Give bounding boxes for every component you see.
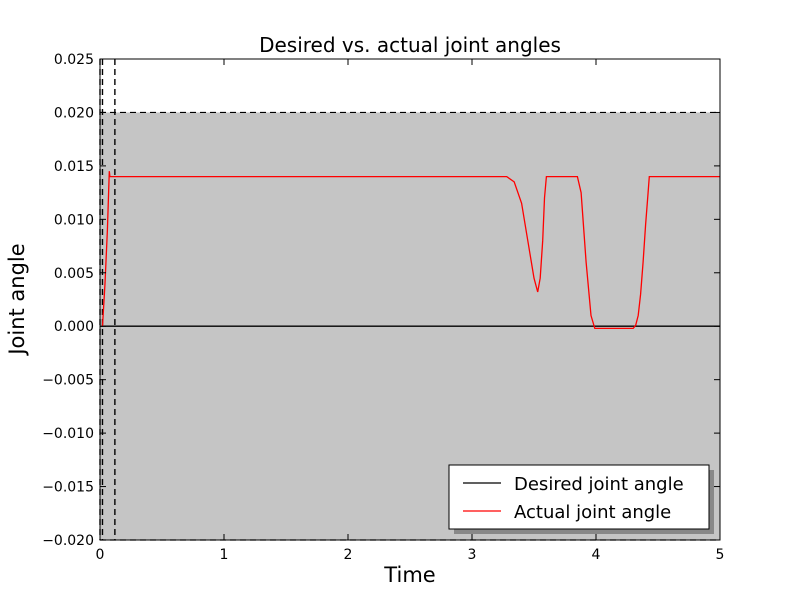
axes: 0 1 2 3 4 5 −0.020 −0.015 −0.010 −0.005 0.000 0.005… (42, 52, 724, 563)
y-tick-label-1: −0.015 (42, 480, 94, 496)
y-tick-label-0: −0.020 (42, 533, 94, 549)
y-axis-label: Joint angle (5, 243, 29, 356)
y-tick-label-9: 0.025 (54, 52, 94, 68)
y-tick-label-6: 0.010 (54, 212, 94, 228)
chart-title: Desired vs. actual joint angles (259, 33, 561, 57)
legend-box (448, 464, 710, 530)
y-tick-label-7: 0.015 (54, 159, 94, 175)
y-tick-label-8: 0.020 (54, 105, 94, 121)
x-tick-label-4: 4 (592, 547, 601, 563)
legend-entry-1: Actual joint angle (514, 502, 671, 523)
legend-entry-0: Desired joint angle (514, 474, 684, 495)
y-tick-label-3: −0.005 (42, 373, 94, 389)
x-axis-label: Time (383, 563, 435, 587)
x-tick-label-3: 3 (468, 547, 477, 563)
legend: Desired joint angle Actual joint angle (448, 464, 714, 534)
axes-frame (99, 58, 721, 541)
x-tick-label-0: 0 (96, 547, 105, 563)
x-tick-label-5: 5 (716, 547, 725, 563)
y-tick-label-4: 0.000 (54, 319, 94, 335)
series-line-1 (101, 171, 720, 330)
x-tick-label-2: 2 (344, 547, 353, 563)
y-tick-label-2: −0.010 (42, 426, 94, 442)
y-tick-label-5: 0.005 (54, 266, 94, 282)
x-tick-label-1: 1 (220, 547, 229, 563)
